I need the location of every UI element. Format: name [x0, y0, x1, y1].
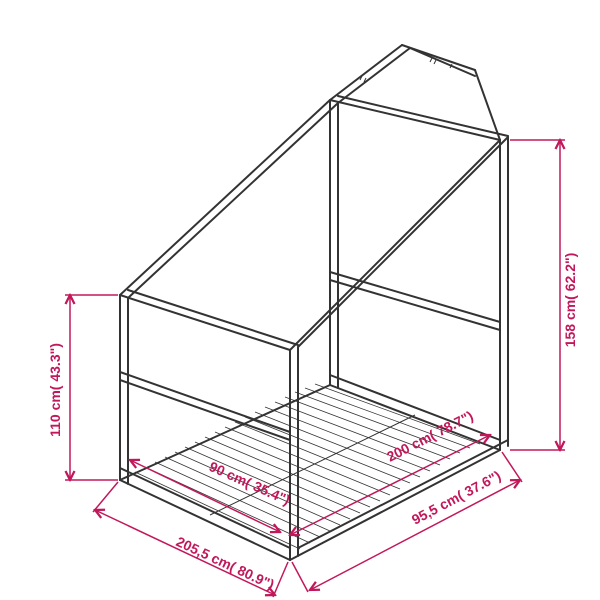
bed-frame-diagram: 110 cm( 43.3") 158 cm( 62.2") 90 cm( 35.…: [0, 0, 600, 600]
dim-overall-width: 95,5 cm( 37.6"): [409, 467, 503, 527]
dim-height-right: 158 cm( 62.2"): [562, 253, 578, 348]
dim-height-left: 110 cm( 43.3"): [47, 343, 63, 437]
dimensions: 110 cm( 43.3") 158 cm( 62.2") 90 cm( 35.…: [47, 140, 578, 597]
dim-overall-length: 205,5 cm( 80.9"): [174, 533, 277, 592]
